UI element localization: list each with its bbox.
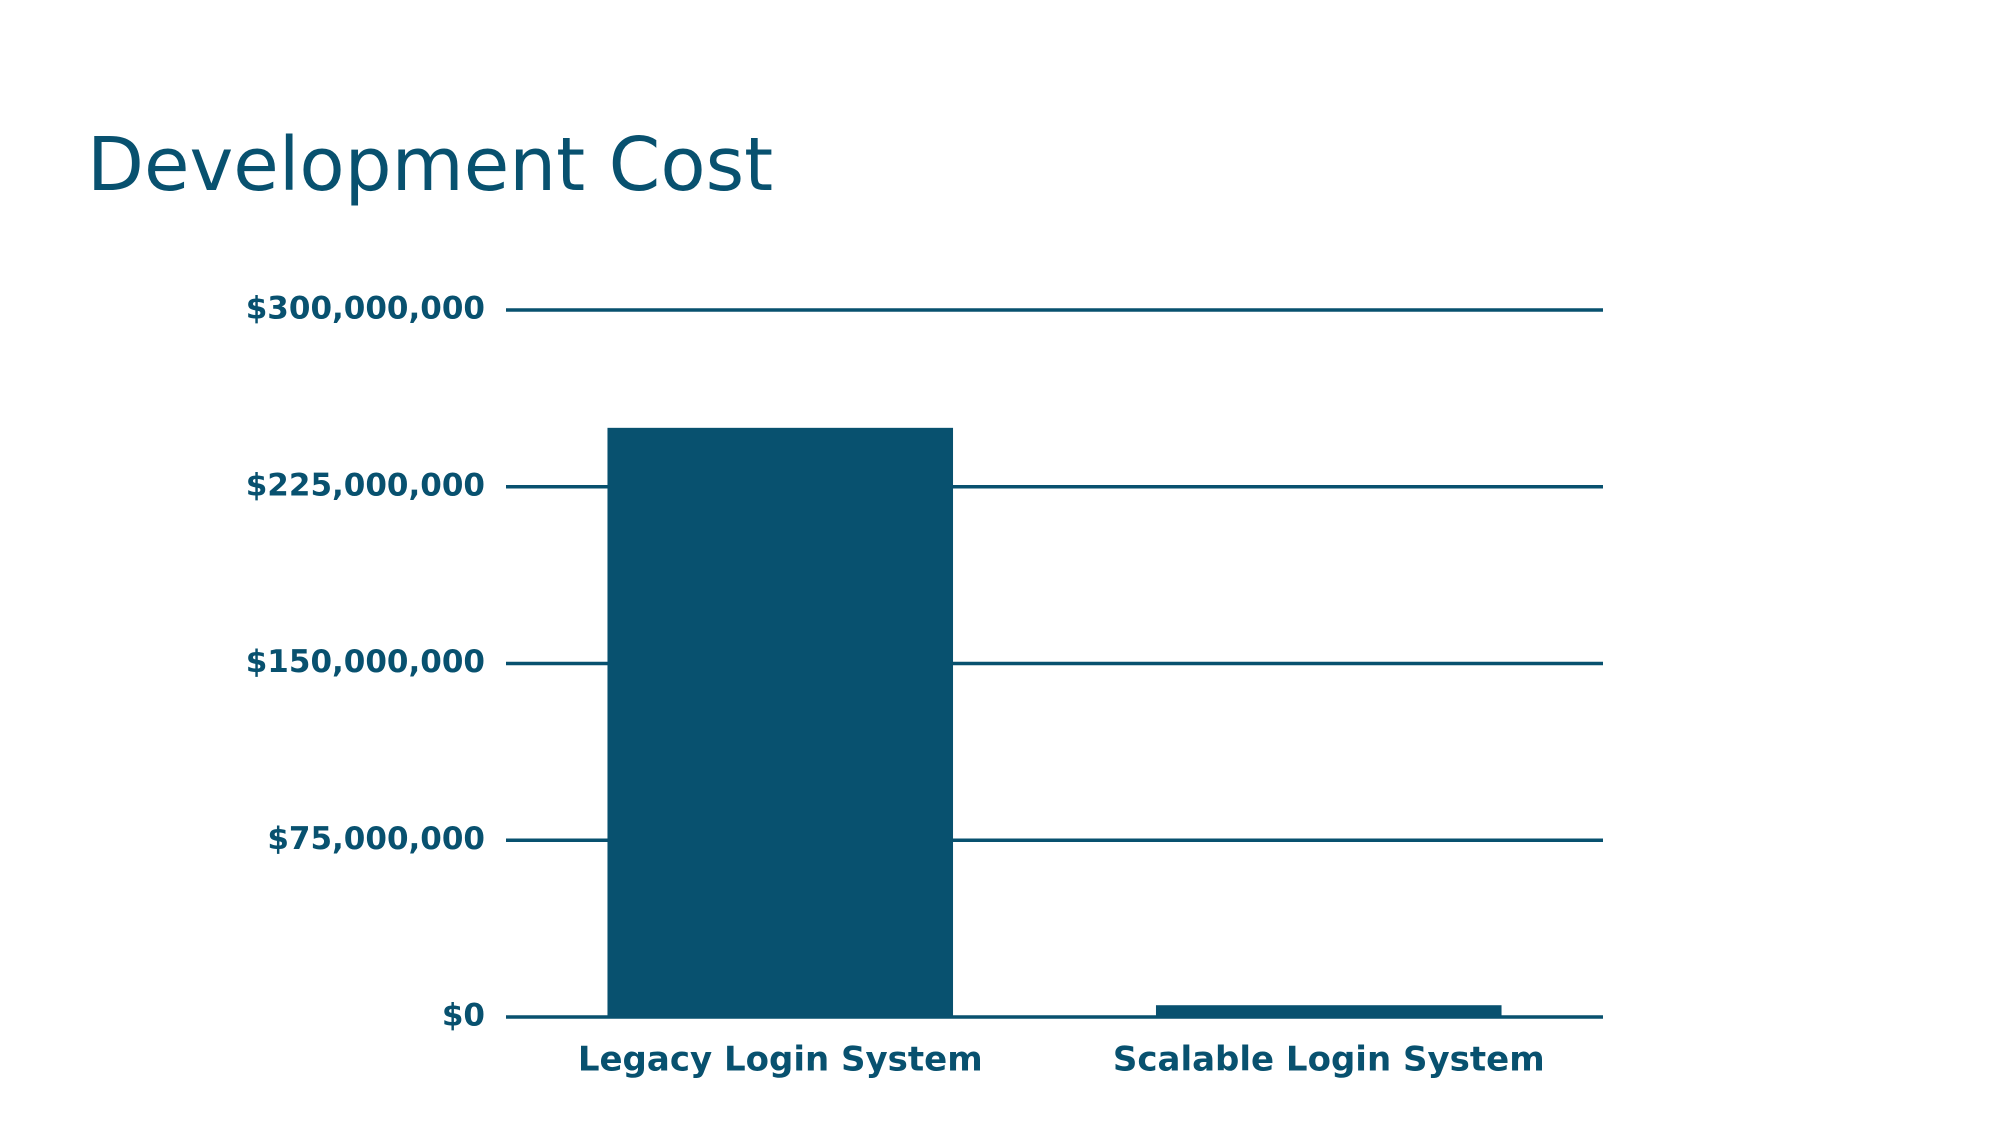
y-tick-label: $75,000,000 [267,821,485,857]
bar [1155,1005,1502,1017]
y-tick-label: $300,000,000 [246,291,485,327]
bar [607,427,954,1017]
x-tick-label: Legacy Login System [578,1040,983,1080]
y-tick-label: $150,000,000 [246,644,485,680]
y-tick-label: $225,000,000 [246,467,485,503]
x-tick-label: Scalable Login System [1113,1040,1545,1080]
y-tick-label: $0 [442,998,485,1034]
chart-title: Development Cost [87,122,773,208]
